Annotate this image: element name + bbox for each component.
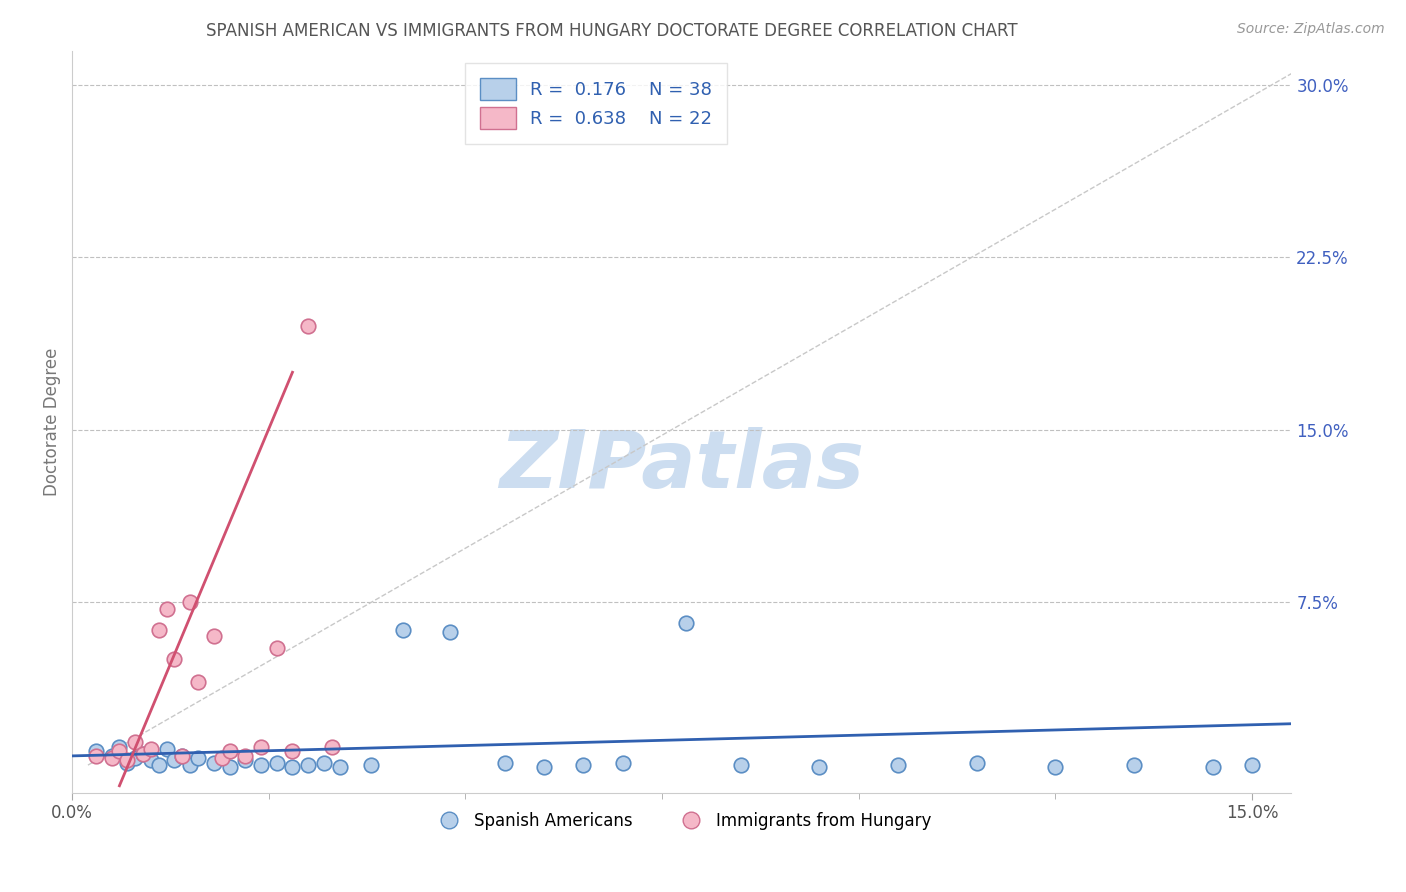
Legend: Spanish Americans, Immigrants from Hungary: Spanish Americans, Immigrants from Hunga… bbox=[426, 805, 938, 837]
Text: SPANISH AMERICAN VS IMMIGRANTS FROM HUNGARY DOCTORATE DEGREE CORRELATION CHART: SPANISH AMERICAN VS IMMIGRANTS FROM HUNG… bbox=[205, 22, 1018, 40]
Point bbox=[250, 739, 273, 754]
Point bbox=[187, 675, 209, 690]
Point bbox=[124, 735, 146, 749]
Point bbox=[281, 744, 304, 758]
Point bbox=[148, 623, 170, 637]
Point bbox=[250, 758, 273, 772]
Point bbox=[612, 756, 634, 770]
Point bbox=[108, 744, 131, 758]
Point bbox=[1123, 758, 1146, 772]
Point bbox=[132, 747, 155, 761]
Point bbox=[391, 623, 413, 637]
Point bbox=[494, 756, 516, 770]
Point bbox=[100, 748, 122, 763]
Point bbox=[117, 756, 139, 770]
Point bbox=[139, 754, 162, 768]
Point bbox=[211, 751, 233, 765]
Point bbox=[1240, 758, 1263, 772]
Point bbox=[297, 319, 319, 334]
Point bbox=[108, 739, 131, 754]
Point bbox=[132, 747, 155, 761]
Point bbox=[266, 756, 288, 770]
Point bbox=[321, 739, 343, 754]
Point bbox=[172, 748, 194, 763]
Point bbox=[117, 754, 139, 768]
Point bbox=[156, 602, 179, 616]
Text: Source: ZipAtlas.com: Source: ZipAtlas.com bbox=[1237, 22, 1385, 37]
Point bbox=[360, 758, 382, 772]
Point bbox=[533, 760, 555, 774]
Point bbox=[179, 595, 201, 609]
Point bbox=[187, 751, 209, 765]
Point bbox=[84, 744, 107, 758]
Point bbox=[100, 751, 122, 765]
Point bbox=[297, 758, 319, 772]
Point bbox=[1202, 760, 1225, 774]
Point bbox=[675, 615, 697, 630]
Point bbox=[266, 640, 288, 655]
Point bbox=[202, 630, 225, 644]
Point bbox=[218, 744, 240, 758]
Point bbox=[163, 652, 186, 666]
Point bbox=[218, 760, 240, 774]
Text: ZIPatlas: ZIPatlas bbox=[499, 427, 865, 505]
Point bbox=[439, 624, 461, 639]
Point bbox=[572, 758, 595, 772]
Point bbox=[1045, 760, 1067, 774]
Point bbox=[179, 758, 201, 772]
Point bbox=[233, 754, 256, 768]
Point bbox=[84, 748, 107, 763]
Point bbox=[966, 756, 988, 770]
Point bbox=[148, 758, 170, 772]
Point bbox=[233, 748, 256, 763]
Point bbox=[139, 742, 162, 756]
Point bbox=[202, 756, 225, 770]
Point bbox=[124, 751, 146, 765]
Point bbox=[808, 760, 831, 774]
Point bbox=[887, 758, 910, 772]
Point bbox=[730, 758, 752, 772]
Point bbox=[329, 760, 352, 774]
Point bbox=[156, 742, 179, 756]
Point bbox=[281, 760, 304, 774]
Point bbox=[312, 756, 335, 770]
Y-axis label: Doctorate Degree: Doctorate Degree bbox=[44, 348, 60, 496]
Point bbox=[163, 754, 186, 768]
Point bbox=[172, 748, 194, 763]
